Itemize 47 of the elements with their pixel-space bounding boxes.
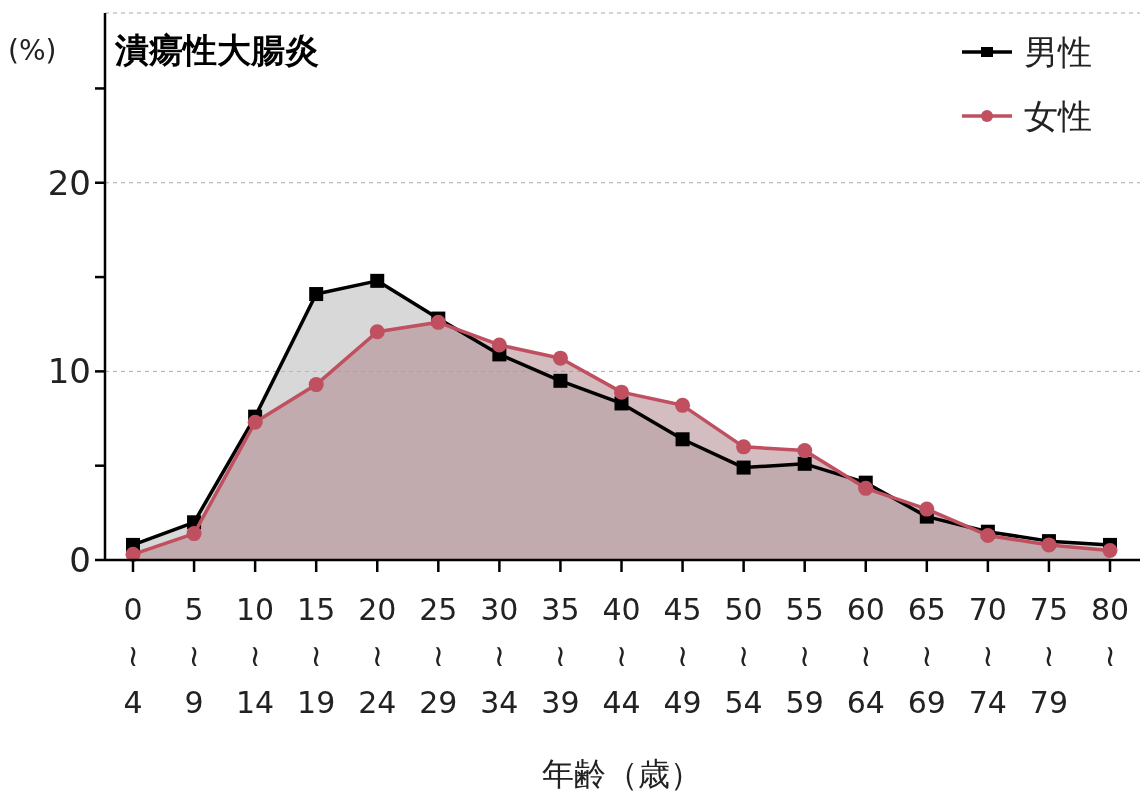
point	[980, 527, 996, 543]
x-tick-label: 70≀74	[968, 592, 1007, 720]
text: 潰瘍性大腸炎	[114, 30, 319, 70]
point	[858, 480, 874, 496]
point	[430, 314, 446, 330]
x-tick-label: 75≀79	[1029, 592, 1069, 720]
x-tick-label: 10≀14	[236, 592, 275, 720]
x-tick-label: 50≀54	[724, 592, 763, 720]
x-tick-label: 20≀24	[358, 592, 397, 720]
x-tick-label: 80≀	[1090, 592, 1130, 673]
point	[919, 501, 935, 517]
point	[552, 350, 568, 366]
x-tick-label: 55≀59	[785, 592, 824, 720]
point	[797, 443, 813, 459]
point	[614, 384, 629, 400]
x-tick-label: 65≀69	[907, 592, 946, 720]
point	[370, 273, 385, 288]
x-tick-label: 15≀19	[297, 592, 336, 720]
point	[369, 324, 385, 340]
y-axis-title: (%)	[8, 34, 57, 67]
point	[553, 373, 568, 388]
x-tick-label: 45≀49	[663, 592, 702, 720]
point	[1041, 537, 1057, 553]
y-tick-label: 20	[47, 162, 91, 203]
point	[675, 432, 690, 447]
x-tick-label: 30≀34	[480, 592, 519, 720]
point	[736, 439, 752, 455]
point	[797, 456, 812, 471]
y-tick-label: 0	[69, 540, 91, 580]
y-tick-label: 10	[47, 351, 91, 392]
point	[736, 460, 751, 475]
point	[1102, 543, 1118, 559]
point	[247, 414, 263, 430]
point	[491, 337, 507, 353]
x-axis-title: 年齢（歳）	[541, 755, 702, 793]
x-tick-label: 60≀64	[846, 592, 885, 720]
legend-label: 男性	[1024, 32, 1092, 72]
x-tick-label: 35≀39	[541, 592, 580, 720]
point	[309, 287, 324, 302]
point	[308, 377, 324, 393]
x-tick-label: 5≀9	[184, 592, 204, 720]
point	[186, 526, 202, 542]
point	[675, 397, 691, 413]
x-tick-label: 25≀29	[419, 592, 458, 720]
x-tick-label: 0≀4	[123, 592, 143, 720]
x-tick-label: 40≀44	[602, 592, 641, 720]
legend-label: 女性	[1024, 96, 1092, 136]
